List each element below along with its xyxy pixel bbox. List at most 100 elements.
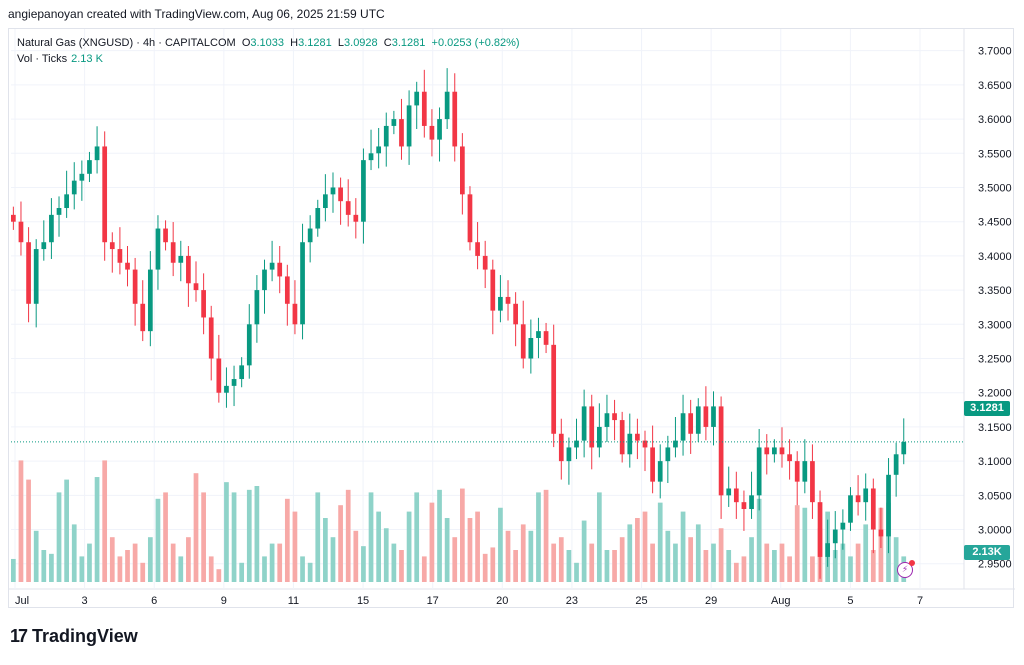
candle-body	[147, 269, 153, 332]
candle-body	[193, 283, 199, 291]
candle-body	[323, 194, 328, 209]
volume-bar	[475, 511, 480, 582]
candle-body	[64, 194, 69, 209]
volume-bar	[300, 556, 305, 582]
volume-bar	[246, 489, 252, 582]
candle-body	[284, 276, 290, 304]
volume-bar	[186, 537, 191, 582]
volume-bar	[802, 507, 808, 582]
volume-bar	[703, 550, 709, 582]
volume-bar	[467, 518, 473, 582]
candle-body	[224, 385, 229, 393]
volume-bar	[596, 492, 602, 582]
candle-body	[756, 447, 762, 496]
candle-body	[178, 255, 184, 263]
candle-body	[711, 406, 716, 427]
volume-bar	[193, 473, 199, 582]
candle-body	[460, 146, 465, 195]
candle-body	[383, 125, 389, 147]
candle-body	[604, 413, 610, 427]
volume-bar	[71, 524, 77, 582]
candle-body	[680, 413, 686, 441]
y-tick-label: 3.2500	[978, 354, 1012, 366]
candle-body	[688, 413, 694, 434]
volume-bar	[536, 492, 541, 582]
volume-bar	[102, 460, 108, 582]
x-tick-label: Jul	[15, 595, 29, 607]
low-value: 3.0928	[344, 37, 378, 49]
x-tick-label: 5	[847, 595, 853, 607]
candle-body	[125, 262, 130, 270]
candle-body	[726, 488, 732, 496]
volume-bar	[383, 528, 389, 582]
volume-bar	[64, 479, 69, 582]
y-tick-label: 3.0000	[978, 525, 1012, 537]
candle-body	[673, 440, 678, 448]
volume-bar	[863, 524, 869, 582]
chart-pane[interactable]: 3.7000 3.6500 3.6000 3.5500 3.5000 3.4500 3.40…	[8, 28, 1015, 609]
volume-bar	[18, 460, 24, 582]
price-chart[interactable]: 3.7000 3.6500 3.6000 3.5500 3.5000 3.4500 3.40…	[9, 29, 1015, 609]
x-tick-label: 25	[635, 595, 647, 607]
volume-bar	[490, 547, 496, 582]
volume-bar	[338, 505, 343, 582]
volume-bar	[711, 543, 716, 582]
y-tick-label: 3.2000	[978, 388, 1012, 400]
candle-body	[779, 447, 785, 455]
volume-bar	[665, 530, 671, 582]
change-value: +0.0253 (+0.82%)	[431, 37, 520, 49]
volume-bar	[558, 537, 564, 582]
candle-body	[56, 208, 62, 215]
candle-body	[87, 160, 92, 174]
volume-bar	[794, 505, 800, 582]
volume-bar	[695, 524, 701, 582]
x-tick-label: 7	[917, 595, 923, 607]
candle-body	[901, 441, 907, 455]
interval-label[interactable]: 4h	[142, 37, 156, 49]
candle-body	[475, 242, 480, 256]
volume-bar	[437, 489, 442, 582]
volume-bar	[520, 524, 526, 582]
volume-bar	[79, 556, 85, 582]
volume-bar	[429, 502, 435, 582]
volume-bar	[733, 562, 739, 582]
x-tick-label: 3	[82, 595, 88, 607]
volume-bar	[528, 530, 534, 582]
candle-body	[520, 324, 526, 359]
candle-body	[574, 440, 579, 448]
candle-body	[733, 488, 739, 503]
volume-bar	[421, 556, 427, 582]
candle-body	[794, 461, 800, 482]
candle-body	[216, 358, 222, 393]
volume-bar	[688, 537, 694, 582]
candle-body	[772, 447, 777, 455]
volume-legend[interactable]: Vol · Ticks 2.13 K	[17, 51, 103, 67]
volume-badge: 2.13K	[964, 545, 1010, 560]
x-tick-label: 9	[221, 595, 227, 607]
candle-body	[201, 290, 206, 318]
volume-bar	[749, 537, 754, 582]
candle-body	[292, 303, 298, 325]
footer-brand[interactable]: 17 TradingView	[10, 626, 138, 647]
lightning-icon[interactable]: ⚡	[897, 562, 913, 578]
candle-body	[650, 447, 655, 482]
candle-body	[817, 502, 823, 557]
candle-body	[186, 255, 191, 284]
symbol-legend[interactable]: Natural Gas (XNGUSD) · 4h · CAPITALCOM O…	[17, 37, 520, 49]
chart-credit: angiepanoyan created with TradingView.co…	[8, 7, 385, 21]
y-tick-label: 3.0500	[978, 490, 1012, 502]
y-tick-label: 3.6500	[978, 80, 1012, 92]
volume-label[interactable]: Vol · Ticks	[17, 53, 68, 65]
candle-body	[543, 331, 549, 345]
x-tick-label: Aug	[771, 595, 791, 607]
volume-bar	[284, 498, 290, 582]
volume-bar	[581, 520, 587, 582]
candle-body	[399, 119, 404, 147]
symbol-name[interactable]: Natural Gas (XNGUSD)	[17, 37, 134, 49]
x-tick-label: 11	[288, 595, 299, 607]
volume-bar	[635, 518, 640, 582]
candle-body	[429, 125, 435, 140]
close-value: 3.1281	[391, 37, 426, 49]
candle-body	[635, 433, 640, 441]
volume-bar	[239, 562, 245, 582]
